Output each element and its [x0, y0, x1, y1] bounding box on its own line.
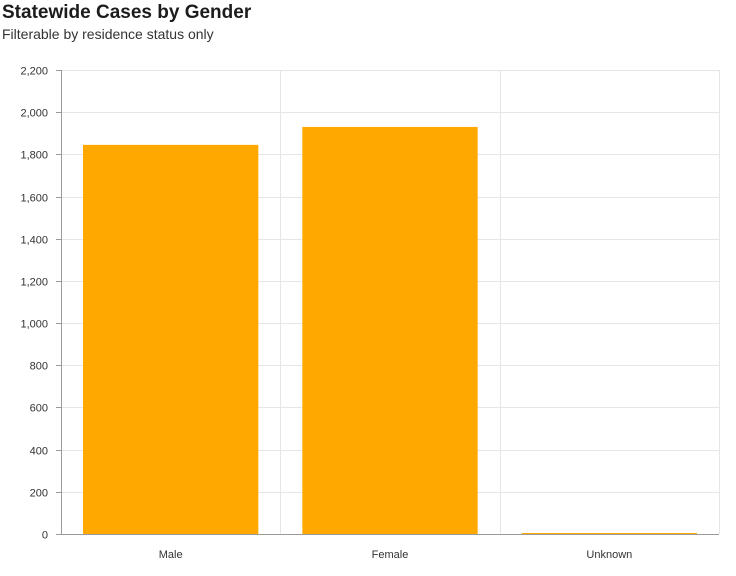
- y-tick-label: 600: [30, 403, 48, 415]
- y-tick-label: 200: [30, 488, 48, 500]
- y-tick-label: 1,400: [20, 235, 48, 247]
- y-tick-label: 0: [42, 530, 48, 542]
- bar-male[interactable]: [83, 144, 259, 534]
- axes: [56, 70, 719, 535]
- x-tick-label-female: Female: [372, 549, 409, 561]
- y-tick-label: 1,000: [20, 319, 48, 331]
- y-tick-label: 1,600: [20, 193, 48, 205]
- x-tick-label-unknown: Unknown: [586, 549, 632, 561]
- y-tick-label: 1,200: [20, 277, 48, 289]
- y-axis-tick-labels: 0 200 400 600 800 1,000 1,200 1,400 1,600 1,800 2,…: [20, 66, 48, 542]
- y-tick-label: 1,800: [20, 150, 48, 162]
- bar-unknown[interactable]: [521, 533, 697, 534]
- x-axis-tick-labels: Male Female Unknown: [159, 549, 633, 561]
- y-tick-label: 2,200: [20, 66, 48, 78]
- y-tick-label: 2,000: [20, 108, 48, 120]
- x-tick-label-male: Male: [159, 549, 183, 561]
- chart-title: Statewide Cases by Gender: [2, 2, 252, 23]
- bars[interactable]: [83, 126, 697, 534]
- bar-female[interactable]: [302, 126, 478, 534]
- chart-subtitle: Filterable by residence status only: [2, 26, 214, 42]
- y-tick-label: 800: [30, 361, 48, 373]
- y-tick-label: 400: [30, 446, 48, 458]
